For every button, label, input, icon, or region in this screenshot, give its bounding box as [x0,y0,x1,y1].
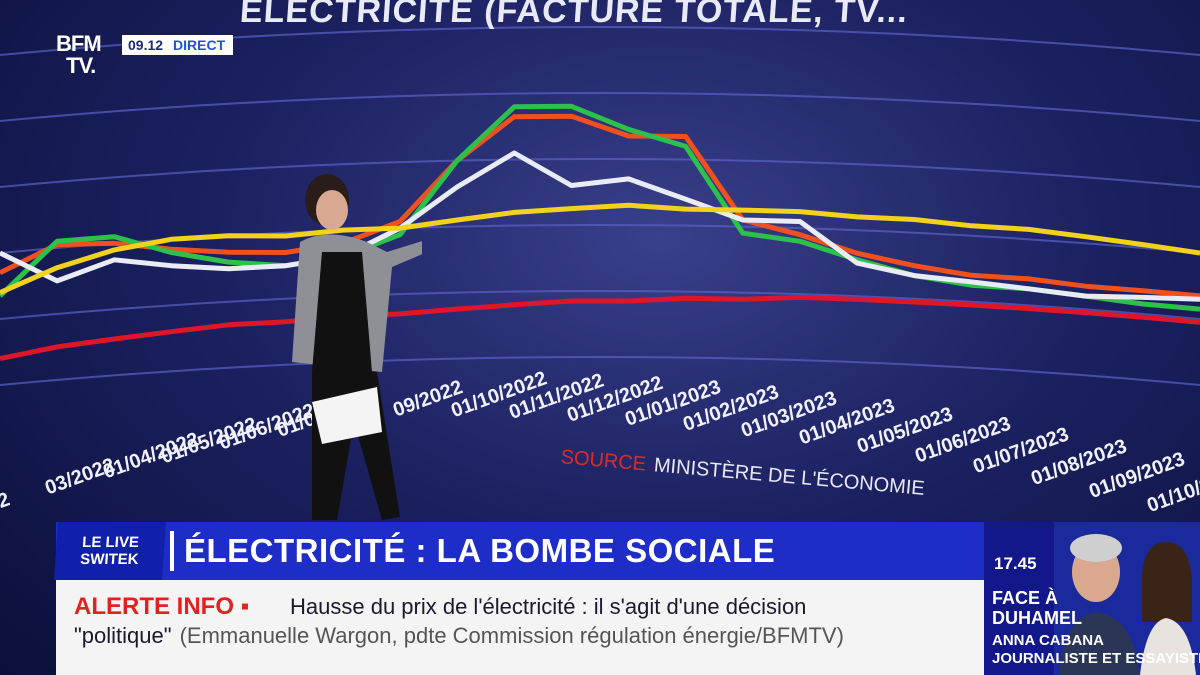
guest-photos [1054,522,1200,675]
chart-title: ÉLECTRICITÉ (FACTURE TOTALE, TV... [238,0,910,30]
channel-logo: BFM TV. [56,31,102,78]
series-line-2 [0,150,1200,302]
alert-label: ALERTE INFO ▪ [74,593,250,620]
series-line-4 [0,294,1200,362]
grid-line [0,289,1200,320]
grid-line [0,157,1200,188]
broadcast-time: 09.12 [128,37,164,53]
program-promo: 17.45 FACE À DUHAMEL ANNA CABANA JOURNAL… [984,522,1200,675]
series-line-0 [0,113,1200,299]
alert-quote: "politique" [74,623,172,648]
show-name-line1: LE LIVE [81,534,140,551]
guest-role: JOURNALISTE ET ESSAYISTE [992,650,1200,667]
live-label: DIRECT [173,37,226,53]
promo-show-line2: DUHAMEL [992,608,1082,628]
show-name-line2: SWITEK [79,551,140,568]
promo-show-name: FACE À DUHAMEL [992,588,1082,628]
lower-third-divider [170,531,174,571]
lower-third-bar: LE LIVE SWITEK ÉLECTRICITÉ : LA BOMBE SO… [53,522,984,580]
grid-line [0,355,1200,386]
alert-attribution: (Emmanuelle Wargon, pdte Commission régu… [179,623,844,648]
presenter-figure [292,174,422,520]
series-line-3 [0,202,1200,295]
alert-line1: Hausse du prix de l'électricité : il s'a… [290,594,807,619]
logo-line1: BFM [56,31,102,56]
alert-line2: "politique" (Emmanuelle Wargon, pdte Comm… [74,623,844,649]
x-tick-label: 22 [0,488,13,516]
show-name: LE LIVE SWITEK [53,522,167,580]
logo-line2: TV. [66,53,96,78]
live-badge: 09.12 DIRECT [122,35,234,55]
promo-guest: ANNA CABANA JOURNALISTE ET ESSAYISTE [992,632,1200,668]
alert-info-box: ALERTE INFO ▪ Hausse du prix de l'électr… [56,580,984,675]
headline: ÉLECTRICITÉ : LA BOMBE SOCIALE [184,532,776,569]
guest-name: ANNA CABANA [992,632,1104,649]
promo-show-line1: FACE À [992,588,1059,608]
promo-time: 17.45 [994,554,1037,573]
grid-line [0,91,1200,122]
